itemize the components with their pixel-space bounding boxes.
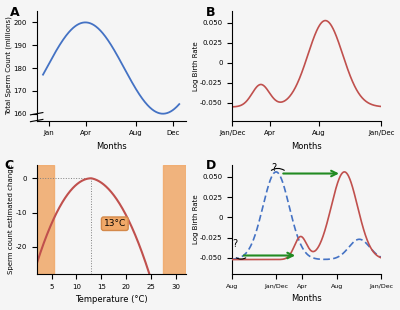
- Text: A: A: [10, 6, 20, 19]
- Text: B: B: [206, 6, 215, 19]
- Text: 13°C: 13°C: [104, 219, 126, 228]
- X-axis label: Months: Months: [291, 142, 322, 151]
- Bar: [163, 165, 186, 274]
- X-axis label: Months: Months: [291, 294, 322, 303]
- Text: C: C: [4, 159, 13, 172]
- X-axis label: Months: Months: [96, 142, 126, 151]
- Y-axis label: Log Birth Rate: Log Birth Rate: [192, 41, 198, 91]
- Bar: [37, 165, 54, 274]
- Text: ?: ?: [232, 239, 238, 249]
- Y-axis label: Total Sperm Count (millions): Total Sperm Count (millions): [6, 16, 12, 115]
- X-axis label: Temperature (°C): Temperature (°C): [75, 295, 148, 304]
- Text: D: D: [206, 159, 216, 172]
- Text: ?: ?: [272, 163, 277, 173]
- Y-axis label: Log Birth Rate: Log Birth Rate: [192, 195, 198, 244]
- Y-axis label: Sperm count estimated change: Sperm count estimated change: [8, 164, 14, 274]
